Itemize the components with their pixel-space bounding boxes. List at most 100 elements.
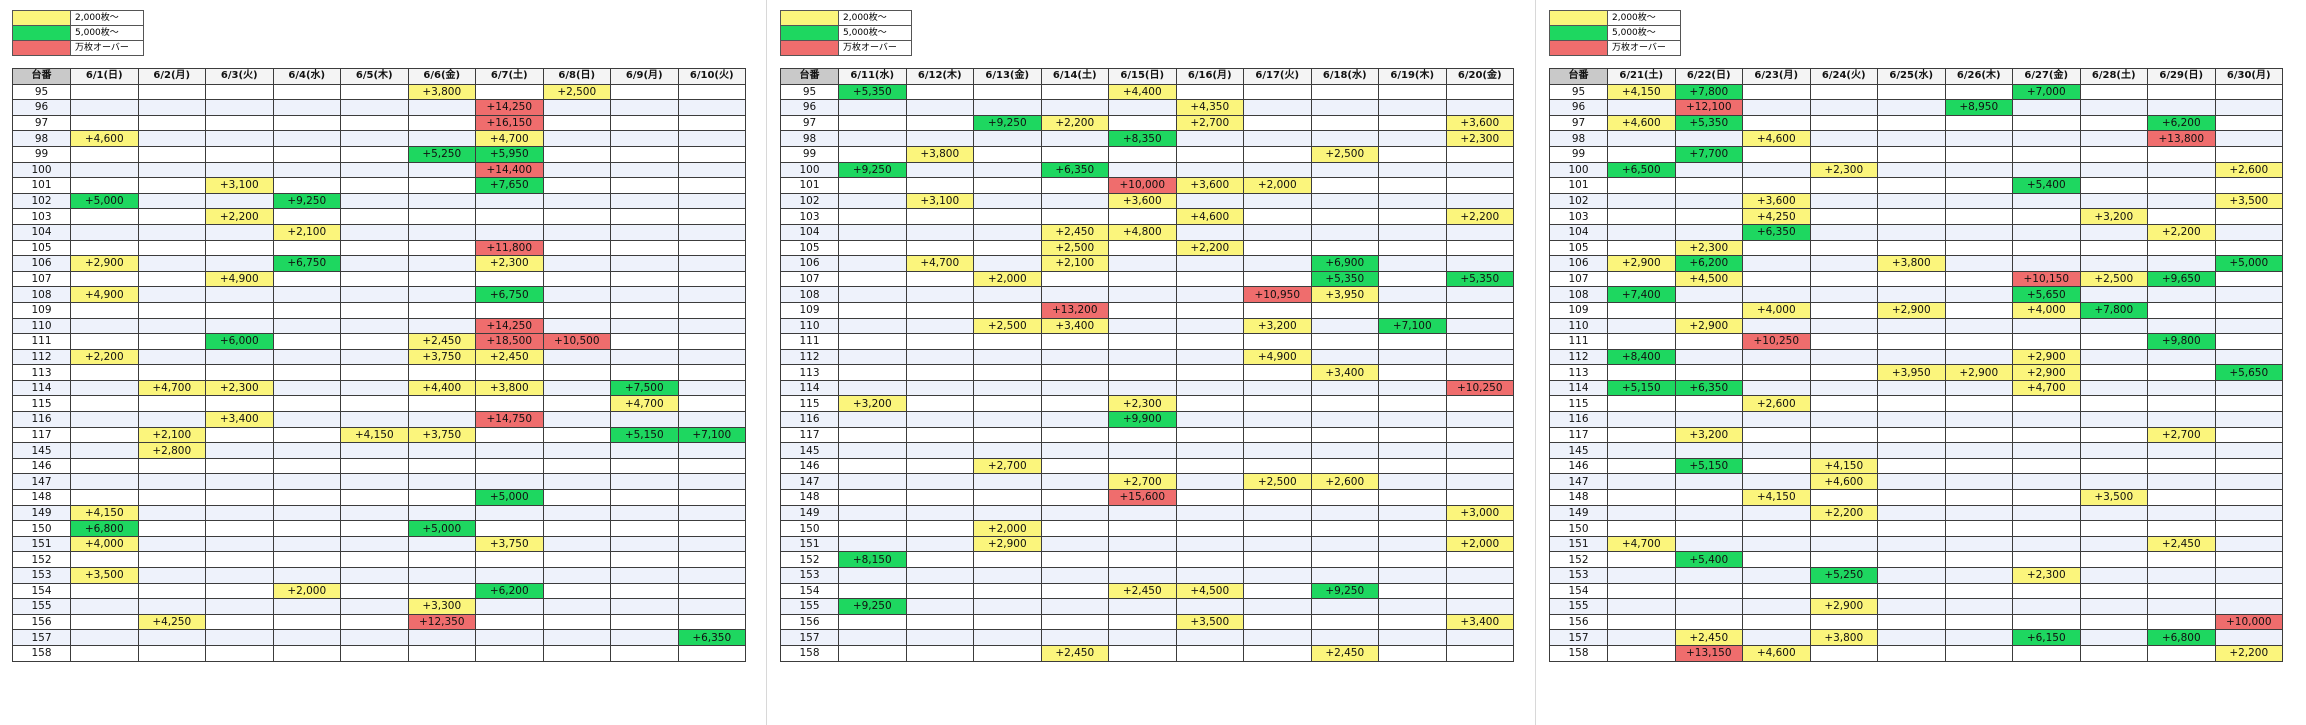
payout-cell — [905, 520, 974, 537]
payout-cell: +2,500 — [973, 317, 1042, 335]
payout-cell — [475, 301, 544, 319]
payout-cell — [1742, 114, 1811, 132]
table-row: 146 +2,700 — [780, 457, 1514, 475]
panel-june-11-20: 2,000枚～ 5,000枚～ 万枚オーバー 台番 6/11(水) 6/12(木) 6/13… — [768, 0, 1534, 725]
payout-cell — [2147, 395, 2216, 413]
table-row: 157 — [780, 629, 1514, 646]
payout-cell — [1944, 192, 2013, 210]
payout-cell — [1243, 223, 1312, 241]
legend: 2,000枚～ 5,000枚～ 万枚オーバー — [780, 10, 912, 56]
payout-cell — [2214, 551, 2283, 568]
payout-cell — [1944, 83, 2013, 101]
payout-cell — [407, 567, 476, 584]
payout-cell — [973, 411, 1042, 428]
payout-cell — [1877, 239, 1946, 257]
payout-cell — [1108, 426, 1177, 444]
payout-cell — [677, 644, 746, 662]
payout-cell — [677, 317, 746, 335]
table-row: 104 +6,350 +2,200 — [1549, 223, 2283, 241]
payout-cell — [1040, 411, 1109, 428]
machine-number: 101 — [12, 177, 71, 194]
payout-cell — [542, 520, 611, 537]
payout-cell — [205, 598, 274, 615]
date-header: 6/14(土) — [1040, 68, 1109, 85]
payout-cell — [1809, 239, 1878, 257]
date-header: 6/21(土) — [1607, 68, 1676, 85]
machine-number: 149 — [1549, 504, 1608, 522]
payout-cell — [137, 114, 206, 132]
date-header: 6/10(火) — [677, 68, 746, 85]
payout-cell — [407, 192, 476, 210]
machine-number: 104 — [12, 223, 71, 241]
payout-cell — [340, 192, 409, 210]
payout-cell — [973, 395, 1042, 413]
payout-cell — [1674, 598, 1743, 615]
payout-cell — [70, 395, 139, 413]
payout-cell: +2,700 — [1108, 473, 1177, 491]
payout-cell — [1944, 567, 2013, 584]
machine-number: 105 — [1549, 239, 1608, 257]
payout-cell — [1674, 161, 1743, 179]
payout-cell: +2,100 — [1040, 255, 1109, 272]
payout-cell — [610, 208, 679, 225]
payout-cell — [475, 270, 544, 288]
table-row: 116 +9,900 — [780, 411, 1514, 428]
payout-cell — [610, 613, 679, 631]
payout-cell — [2214, 145, 2283, 163]
payout-cell: +2,200 — [1040, 114, 1109, 132]
payout-cell — [1877, 99, 1946, 116]
payout-cell — [1175, 379, 1244, 397]
payout-cell — [2214, 457, 2283, 475]
payout-cell — [340, 223, 409, 241]
payout-cell: +12,350 — [407, 613, 476, 631]
payout-cell — [1040, 395, 1109, 413]
payout-cell — [1809, 582, 1878, 600]
payout-cell — [1809, 333, 1878, 350]
payout-cell: +3,600 — [1175, 177, 1244, 194]
table-row: 148 +15,600 — [780, 489, 1514, 506]
machine-number: 102 — [12, 192, 71, 210]
payout-cell — [905, 317, 974, 335]
payout-cell — [2012, 644, 2081, 662]
payout-cell — [2147, 317, 2216, 335]
payout-cell — [137, 301, 206, 319]
payout-cell — [677, 520, 746, 537]
payout-cell — [340, 255, 409, 272]
payout-cell — [2147, 442, 2216, 459]
payout-cell — [1944, 457, 2013, 475]
payout-cell — [137, 348, 206, 366]
payout-cell: +10,250 — [1445, 379, 1514, 397]
machine-number: 155 — [12, 598, 71, 615]
payout-cell: +4,700 — [137, 379, 206, 397]
payout-cell — [677, 442, 746, 459]
table-row: 117 +2,100 +4,150 +3,750 +5,150 +7,100 — [12, 426, 746, 444]
payout-cell — [610, 598, 679, 615]
payout-cell — [1108, 567, 1177, 584]
payout-cell — [340, 270, 409, 288]
payout-cell — [2214, 504, 2283, 522]
payout-cell — [973, 613, 1042, 631]
payout-cell — [1378, 223, 1447, 241]
machine-number: 104 — [1549, 223, 1608, 241]
payout-cell: +3,800 — [475, 379, 544, 397]
machine-number-header: 台番 — [1549, 68, 1608, 85]
payout-cell: +3,000 — [1445, 504, 1514, 522]
machine-number: 145 — [12, 442, 71, 459]
machine-number: 115 — [780, 395, 839, 413]
payout-cell — [1742, 145, 1811, 163]
payout-cell — [677, 489, 746, 506]
payout-cell — [1674, 348, 1743, 366]
payout-cell — [205, 567, 274, 584]
payout-cell: +10,250 — [1742, 333, 1811, 350]
payout-cell — [1243, 567, 1312, 584]
payout-cell: +2,450 — [1674, 629, 1743, 646]
machine-number: 153 — [1549, 567, 1608, 584]
payout-cell — [70, 582, 139, 600]
payout-cell — [973, 473, 1042, 491]
machine-number: 154 — [780, 582, 839, 600]
payout-cell — [838, 145, 907, 163]
machine-number: 116 — [780, 411, 839, 428]
payout-cell — [973, 99, 1042, 116]
payout-cell — [905, 644, 974, 662]
payout-cell — [2012, 504, 2081, 522]
